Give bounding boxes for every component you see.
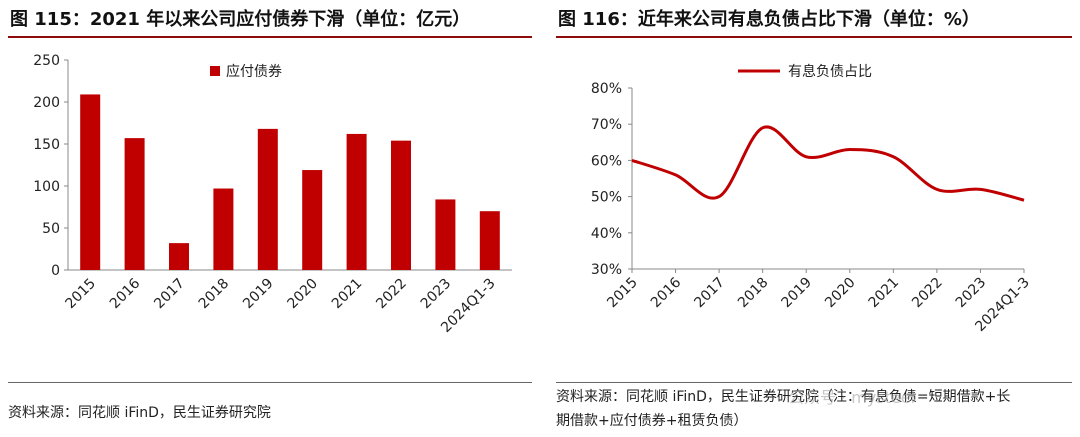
chart-title-bar: 图 116：近年来公司有息负债占比下滑（单位：%） <box>556 0 1072 38</box>
x-tick-label: 2023 <box>418 276 455 313</box>
bar-chart-panel: 图 115：2021 年以来公司应付债券下滑（单位：亿元） 0 50 100 150 2… <box>8 0 532 421</box>
y-tick-label: 50% <box>591 190 622 206</box>
line-chart-panel: 图 116：近年来公司有息负债占比下滑（单位：%） 30% 40% 50% 60% 70… <box>548 0 1080 437</box>
y-tick-label: 100 <box>33 179 60 195</box>
x-tick-label: 2015 <box>63 276 100 313</box>
x-tick-label: 2023 <box>953 275 990 312</box>
x-tick-label: 2016 <box>107 275 144 312</box>
bar <box>479 211 500 270</box>
y-tick-label: 0 <box>51 263 60 279</box>
source-divider <box>556 382 1072 383</box>
legend-label: 有息负债占比 <box>788 63 872 80</box>
bar <box>346 133 367 270</box>
x-tick-label: 2022 <box>373 276 410 313</box>
y-tick-label: 60% <box>591 153 622 169</box>
y-tick-label: 150 <box>33 137 60 153</box>
bar <box>391 140 411 270</box>
chart-title: 图 115：2021 年以来公司应付债券下滑（单位：亿元） <box>10 9 471 30</box>
y-tick-label: 50 <box>42 221 60 237</box>
chart-title: 图 116：近年来公司有息负债占比下滑（单位：%） <box>558 9 980 30</box>
series-line <box>631 125 1025 202</box>
x-tick-label: 2018 <box>196 276 233 313</box>
y-tick-label: 200 <box>33 95 60 111</box>
x-tick-label: 2021 <box>329 276 366 313</box>
x-tick-label: 2018 <box>735 275 772 312</box>
watermark: 公众号 · mysteel <box>788 388 916 407</box>
line-chart: 30%40%50%60%70%80%2015 2016 2017 2018 2019 20… <box>591 63 1033 335</box>
x-tick-label: 2022 <box>909 275 946 312</box>
legend-label: 应付债券 <box>226 63 282 80</box>
bar <box>124 138 145 270</box>
y-tick-label: 40% <box>591 226 622 242</box>
source-note: 资料来源：同花顺 iFinD，民生证券研究院 <box>8 405 271 421</box>
y-tick-label: 80% <box>591 81 622 97</box>
x-tick-label: 2016 <box>648 274 685 311</box>
x-tick-label: 2020 <box>285 276 322 313</box>
x-tick-label: 2021 <box>866 275 903 312</box>
bar <box>302 170 323 270</box>
source-note-line-2: 期借款+应付债券+租赁负债） <box>556 413 748 429</box>
x-tick-label: 2017 <box>691 275 728 312</box>
y-tick-label: 250 <box>33 53 60 69</box>
x-tick-label: 2015 <box>604 275 641 312</box>
x-tick-label: 2019 <box>240 276 277 313</box>
x-tick-label: 2017 <box>151 276 188 313</box>
bar <box>257 128 278 270</box>
source-divider <box>8 382 532 383</box>
source-note-line-1: 资料来源：同花顺 iFinD，民生证券研究院（注：有息负债=短期借款+长 <box>556 389 1011 405</box>
bar <box>80 94 101 270</box>
x-tick-label: 2020 <box>822 275 859 312</box>
legend-swatch <box>210 66 220 76</box>
y-tick-label: 70% <box>591 117 622 133</box>
y-tick-label: 30% <box>591 262 622 278</box>
bar <box>435 199 456 270</box>
bar <box>213 188 234 270</box>
x-tick-label: 2019 <box>779 275 816 312</box>
chart-title-bar: 图 115：2021 年以来公司应付债券下滑（单位：亿元） <box>8 0 532 38</box>
bar <box>169 243 189 270</box>
